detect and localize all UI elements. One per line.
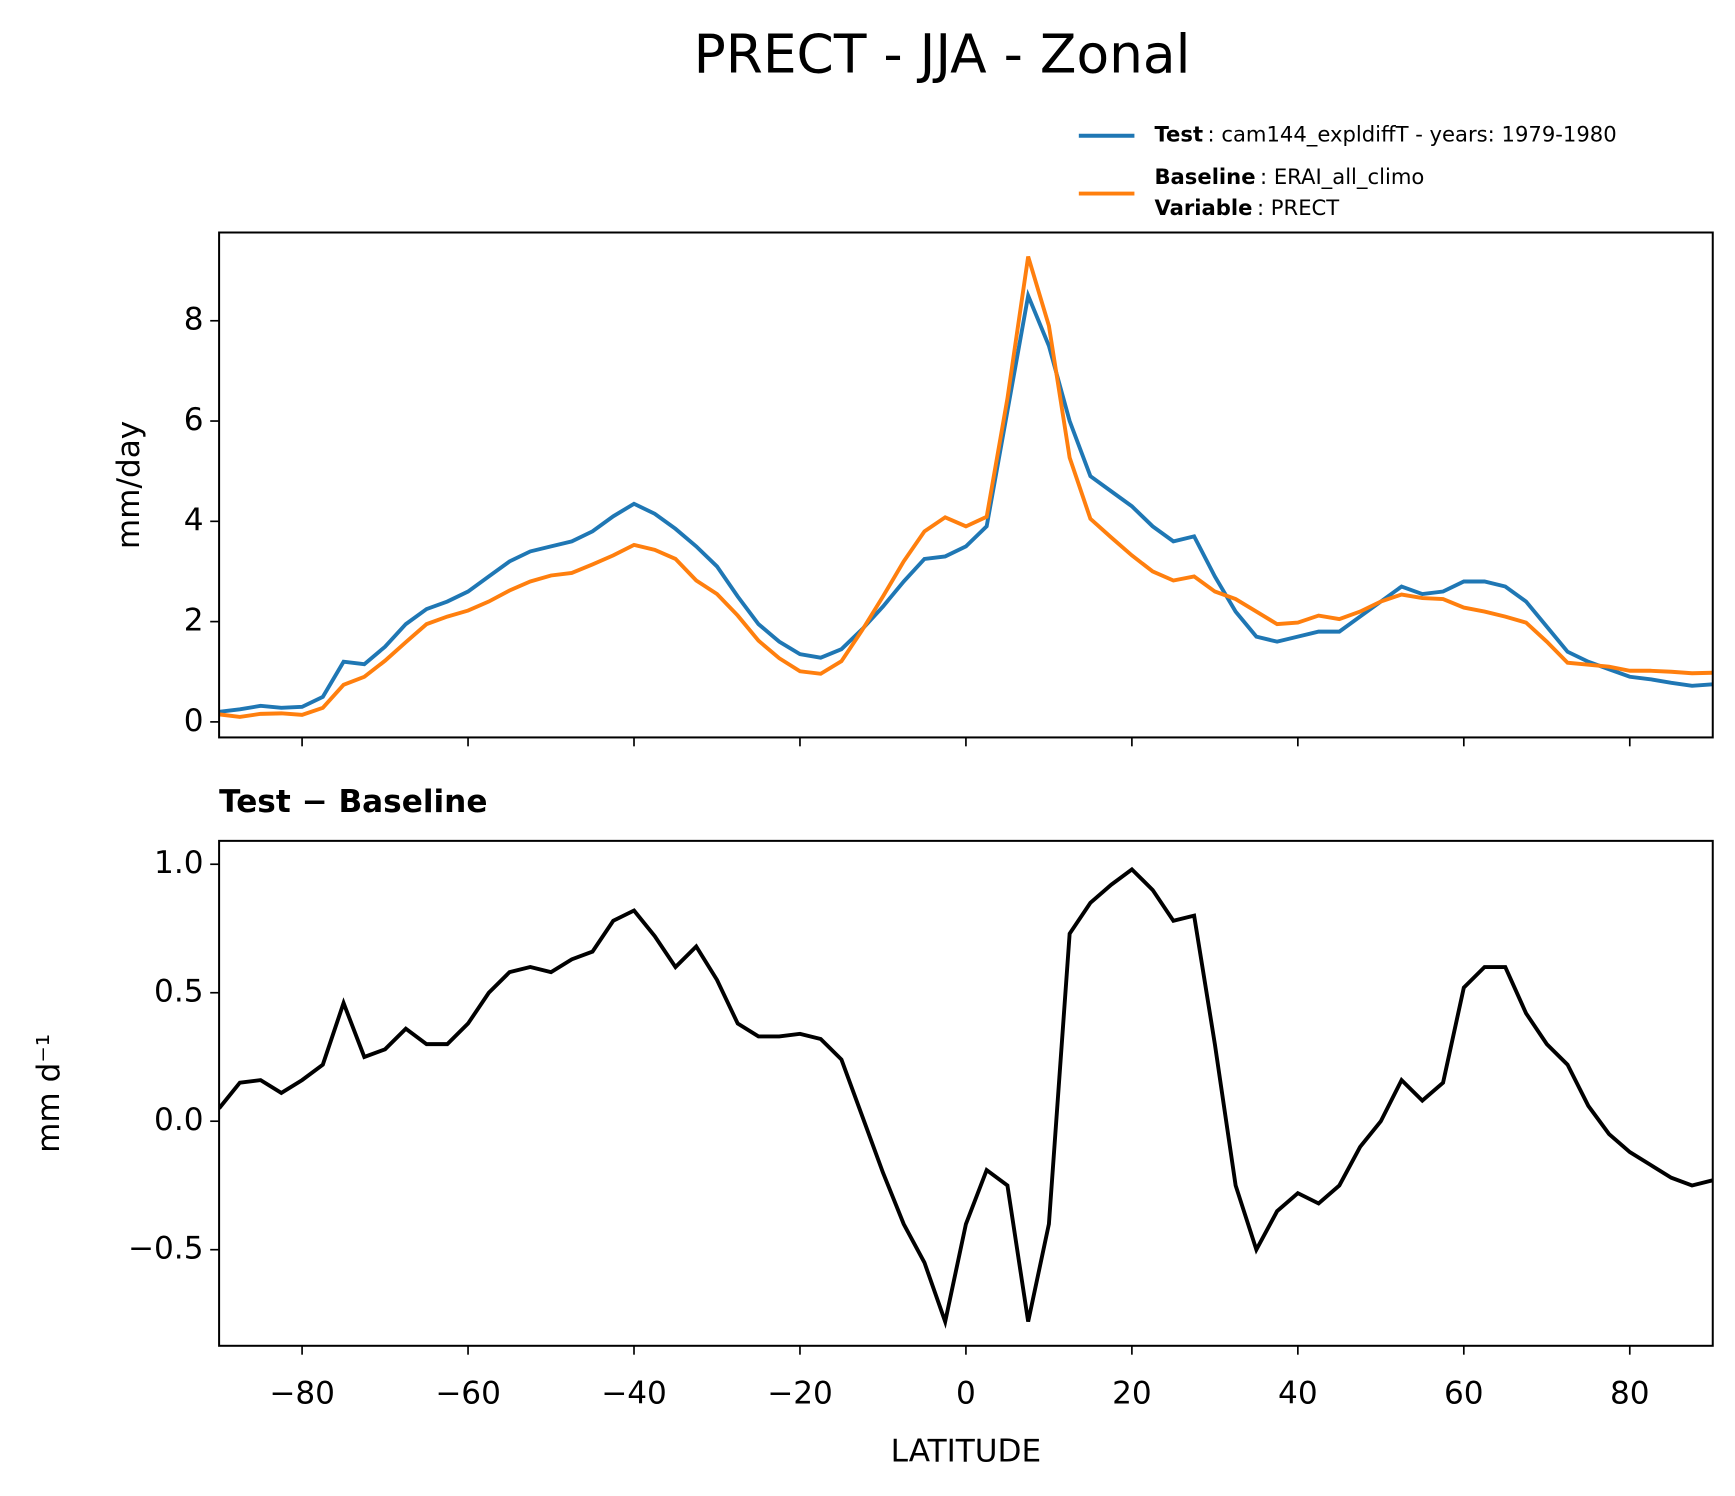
legend-detail: : cam144_expldiffT - years: 1979-1980 bbox=[1208, 122, 1617, 148]
legend-label: Test: cam144_expldiffT - years: 1979-198… bbox=[1154, 122, 1616, 148]
x-tick-label: 40 bbox=[1278, 1376, 1318, 1412]
y-axis-label: mm/day bbox=[111, 421, 147, 549]
x-tick-label: −60 bbox=[435, 1376, 501, 1412]
x-axis-label: LATITUDE bbox=[891, 1434, 1042, 1470]
y-tick-label: 0.5 bbox=[154, 974, 203, 1010]
y-tick-label: 6 bbox=[184, 402, 204, 438]
legend-name: Test bbox=[1154, 122, 1203, 147]
x-tick-label: 80 bbox=[1610, 1376, 1650, 1412]
legend-label: Variable: PRECT bbox=[1154, 195, 1339, 220]
data-line bbox=[219, 288, 1713, 714]
legend-name: Variable bbox=[1154, 195, 1252, 220]
y-tick-label: 0.0 bbox=[154, 1102, 203, 1138]
x-tick-label: 60 bbox=[1444, 1376, 1484, 1412]
y-axis-label: mm d⁻¹ bbox=[31, 1034, 67, 1153]
x-tick-label: 20 bbox=[1112, 1376, 1152, 1412]
y-tick-label: 8 bbox=[184, 302, 204, 338]
data-line bbox=[219, 256, 1713, 719]
axes-frame bbox=[218, 839, 1714, 1347]
y-tick-label: 0 bbox=[184, 703, 204, 739]
y-tick-label: 4 bbox=[184, 502, 204, 538]
axes-title: Test − Baseline bbox=[219, 784, 487, 820]
x-tick-label: −20 bbox=[767, 1376, 833, 1412]
x-tick-label: 0 bbox=[956, 1376, 976, 1412]
axes-frame bbox=[218, 231, 1714, 739]
y-tick-label: −0.5 bbox=[128, 1231, 204, 1267]
y-tick-label: 1.0 bbox=[154, 845, 203, 881]
data-line bbox=[219, 866, 1713, 1329]
legend-label: Baseline: ERAI_all_climo bbox=[1154, 164, 1424, 190]
x-tick-label: −40 bbox=[601, 1376, 667, 1412]
legend-name: Baseline bbox=[1154, 164, 1255, 189]
x-tick-label: −80 bbox=[269, 1376, 335, 1412]
legend-detail: : PRECT bbox=[1257, 195, 1339, 220]
y-tick-label: 2 bbox=[184, 603, 204, 639]
figure-title: PRECT - JJA - Zonal bbox=[694, 23, 1191, 86]
legend-detail: : ERAI_all_climo bbox=[1260, 164, 1424, 190]
